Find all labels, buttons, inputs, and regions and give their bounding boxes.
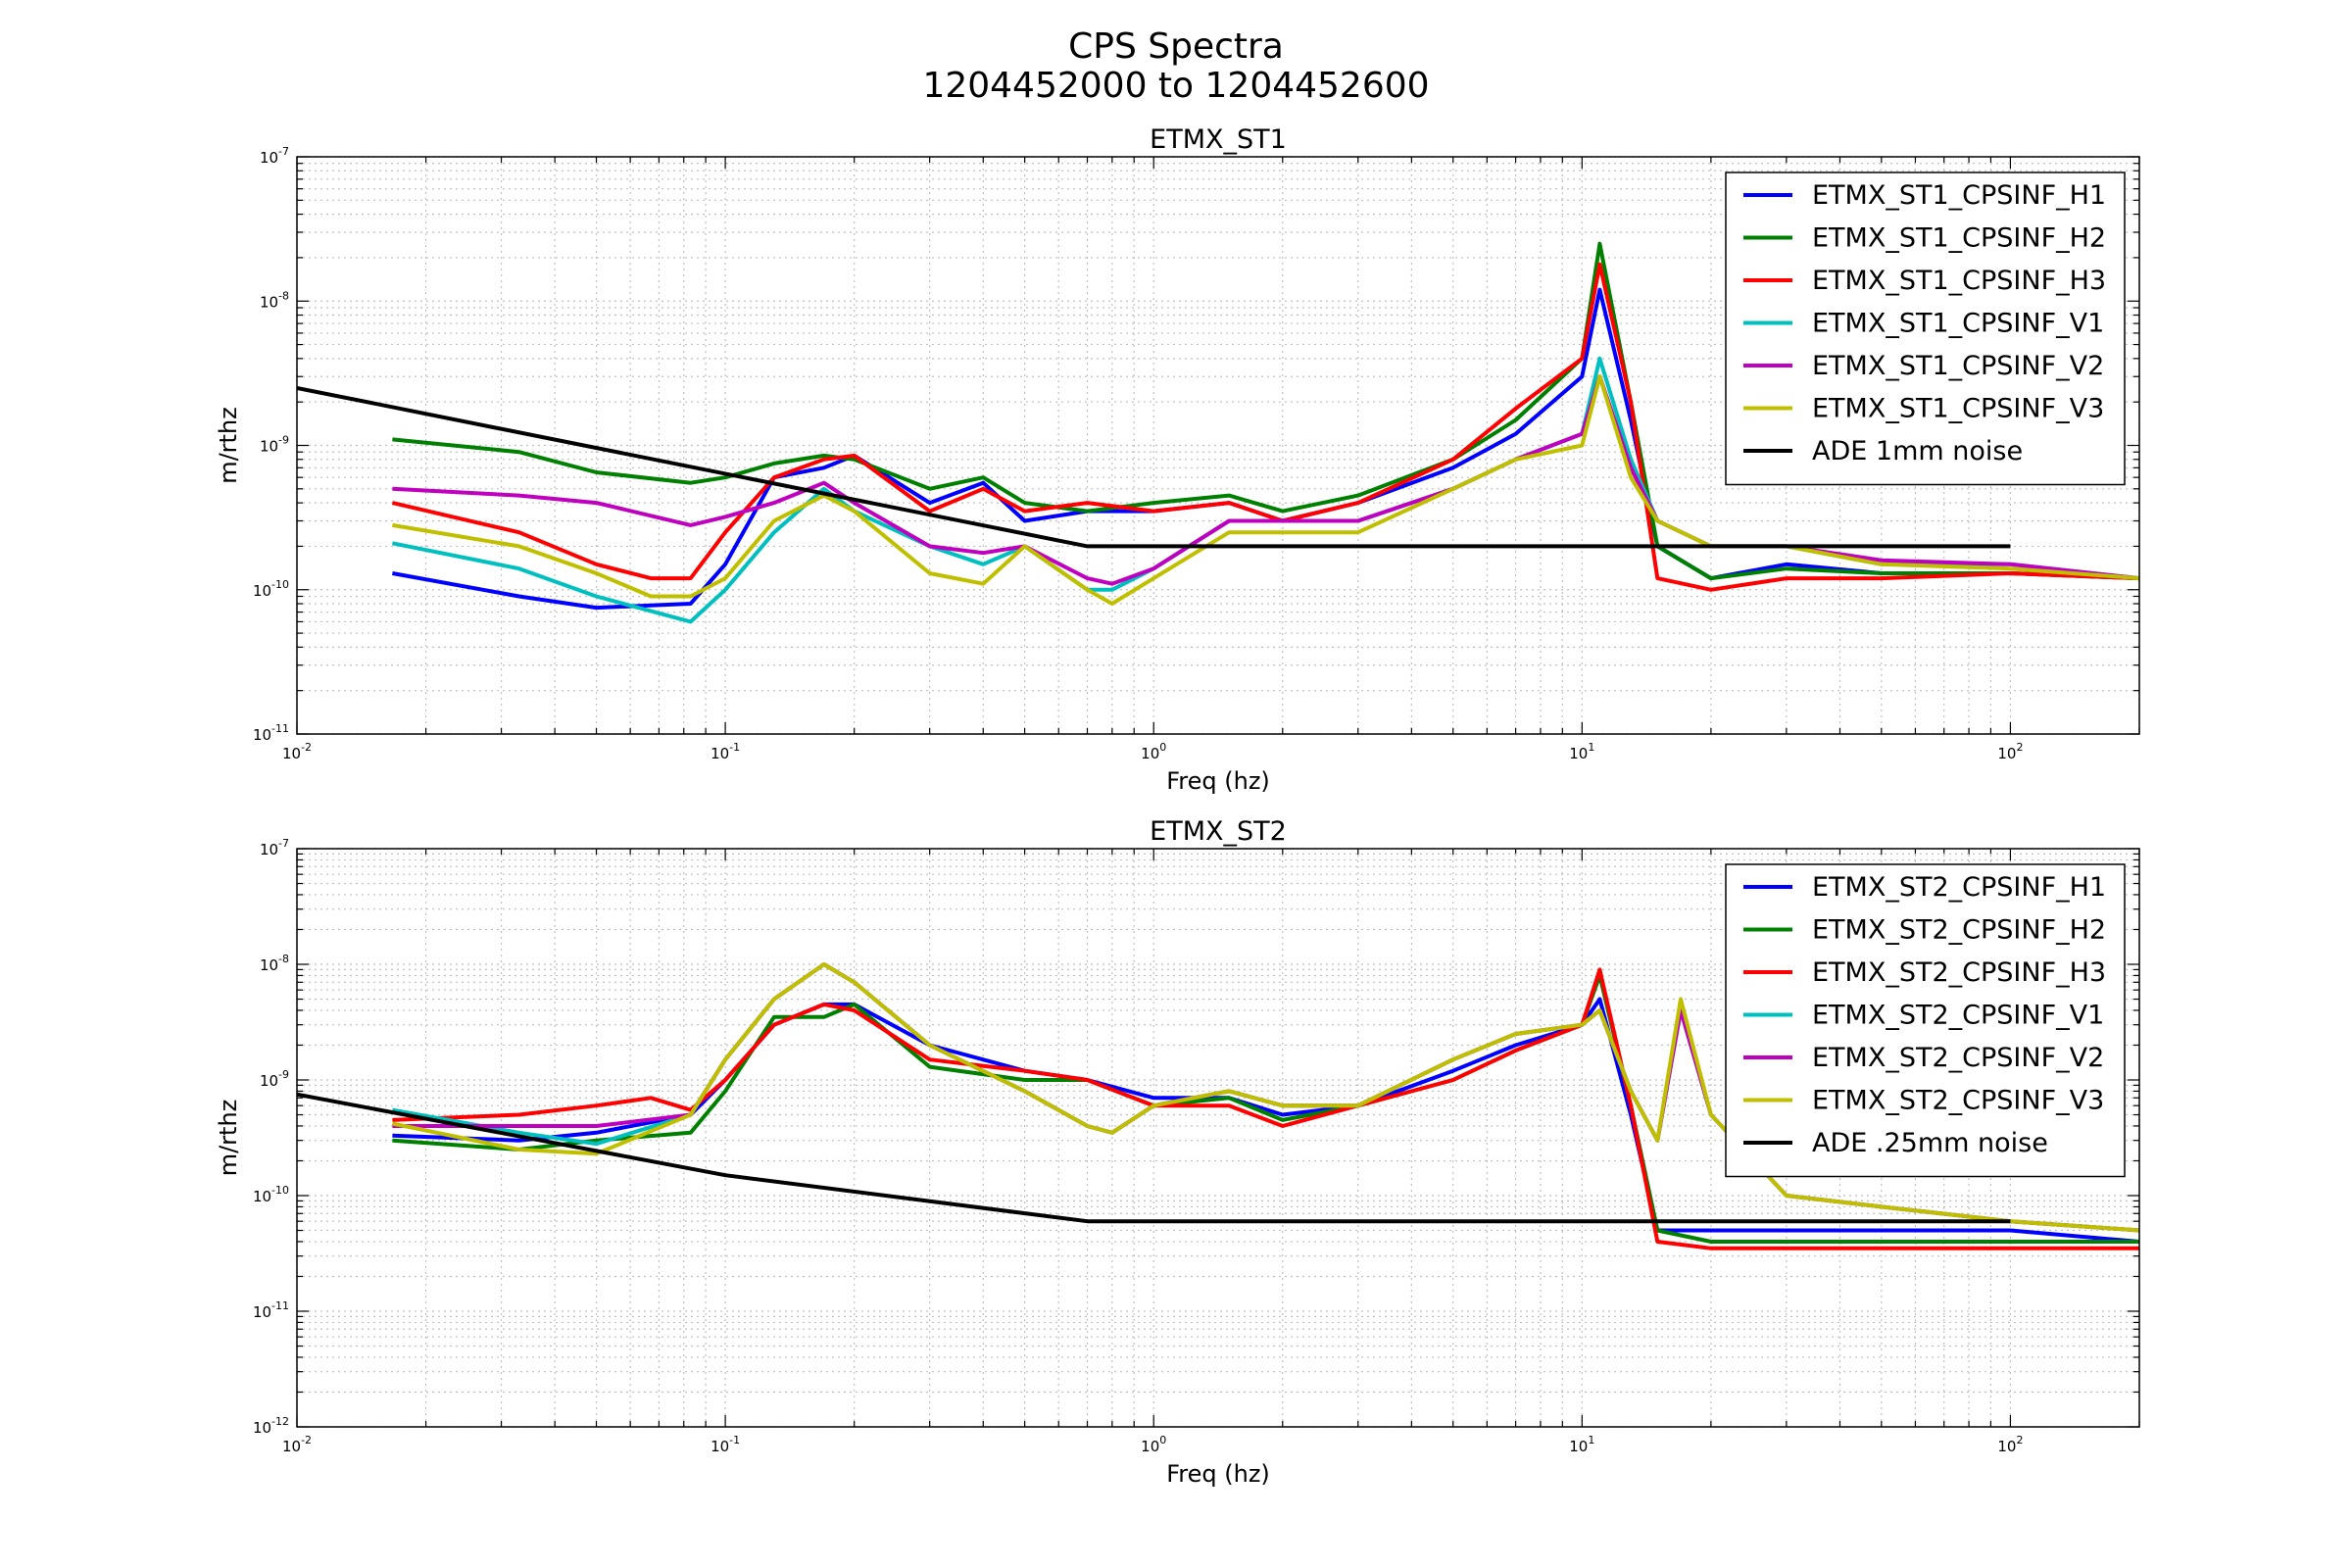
legend-label: ETMX_ST2_CPSINF_V1 bbox=[1812, 1001, 2104, 1031]
legend-label: ETMX_ST2_CPSINF_H2 bbox=[1812, 915, 2106, 946]
series-group bbox=[297, 962, 2139, 1250]
axes-title: ETMX_ST2 bbox=[1150, 816, 1287, 847]
y-tick-label: 10-7 bbox=[260, 837, 289, 858]
legend-label: ETMX_ST2_CPSINF_H1 bbox=[1812, 872, 2106, 903]
legend-label: ETMX_ST2_CPSINF_V2 bbox=[1812, 1043, 2104, 1073]
legend-label: ETMX_ST2_CPSINF_H3 bbox=[1812, 957, 2106, 988]
axes-title: ETMX_ST1 bbox=[1150, 124, 1287, 155]
x-tick-label: 102 bbox=[1997, 741, 2023, 762]
y-tick-label: 10-10 bbox=[253, 578, 289, 600]
y-tick-label: 10-7 bbox=[260, 145, 289, 167]
series-line-6 bbox=[297, 1092, 2011, 1224]
x-tick-label: 102 bbox=[1997, 1434, 2023, 1455]
x-tick-label: 10-2 bbox=[282, 741, 312, 762]
figure-title: CPS Spectra bbox=[1068, 26, 1284, 67]
x-axis-label: Freq (hz) bbox=[1166, 767, 1270, 795]
x-tick-label: 10-2 bbox=[282, 1434, 312, 1455]
x-tick-label: 10-1 bbox=[710, 741, 740, 762]
plot-etmx-st2: 10-2 10-1 100 101 102 10-12 10-11 10-10 10-9 10-8… bbox=[215, 816, 2140, 1488]
legend-box bbox=[1725, 863, 2126, 1178]
legend-label: ETMX_ST1_CPSINF_V2 bbox=[1812, 351, 2104, 381]
axes-frame bbox=[296, 156, 2140, 735]
x-tick-label: 101 bbox=[1569, 741, 1594, 762]
legend-label: ADE 1mm noise bbox=[1812, 436, 2023, 466]
series-line-5 bbox=[392, 374, 2139, 606]
series-group bbox=[297, 241, 2139, 624]
y-tick-label: 10-12 bbox=[253, 1415, 289, 1437]
series-line-2 bbox=[391, 262, 2139, 592]
y-tick-label: 10-10 bbox=[253, 1184, 289, 1205]
y-tick-label: 10-8 bbox=[260, 289, 289, 311]
legend-label: ETMX_ST1_CPSINF_V1 bbox=[1812, 309, 2104, 339]
y-tick-label: 10-11 bbox=[253, 1299, 289, 1321]
legend-box bbox=[1725, 172, 2126, 486]
y-axis-label: m/rthz bbox=[215, 1100, 242, 1177]
legend-label: ADE .25mm noise bbox=[1812, 1128, 2048, 1158]
legend-label: ETMX_ST1_CPSINF_V3 bbox=[1812, 394, 2104, 424]
series-line-5 bbox=[391, 962, 2139, 1233]
legend: ETMX_ST2_CPSINF_H1 ETMX_ST2_CPSINF_H2 ETMX… bbox=[1725, 863, 2126, 1178]
y-tick-label: 10-9 bbox=[260, 1068, 289, 1090]
legend-label: ETMX_ST1_CPSINF_H1 bbox=[1812, 180, 2106, 211]
legend-label: ETMX_ST1_CPSINF_H3 bbox=[1812, 266, 2106, 296]
legend-label: ETMX_ST2_CPSINF_V3 bbox=[1812, 1086, 2104, 1116]
x-tick-label: 101 bbox=[1569, 1434, 1594, 1455]
x-tick-label: 10-1 bbox=[710, 1434, 740, 1455]
axes-frame bbox=[296, 848, 2140, 1428]
x-tick-label: 100 bbox=[1141, 1434, 1166, 1455]
figure-subtitle: 1204452000 to 1204452600 bbox=[922, 66, 1430, 106]
series-line-6 bbox=[297, 385, 2011, 549]
x-axis-label: Freq (hz) bbox=[1166, 1460, 1270, 1488]
plot-etmx-st1: 10-2 10-1 100 101 102 10-11 10-10 10-9 10-8 10-7 E… bbox=[215, 124, 2140, 795]
series-line-1 bbox=[392, 973, 2139, 1244]
y-axis-label: m/rthz bbox=[215, 407, 242, 484]
y-tick-label: 10-9 bbox=[260, 434, 289, 456]
legend: ETMX_ST1_CPSINF_H1 ETMX_ST1_CPSINF_H2 ETMX… bbox=[1725, 172, 2126, 486]
y-tick-label: 10-8 bbox=[260, 953, 289, 974]
y-tick-label: 10-11 bbox=[253, 722, 289, 744]
series-line-1 bbox=[392, 241, 2139, 581]
x-tick-label: 100 bbox=[1141, 741, 1166, 762]
legend-label: ETMX_ST1_CPSINF_H2 bbox=[1812, 223, 2106, 254]
